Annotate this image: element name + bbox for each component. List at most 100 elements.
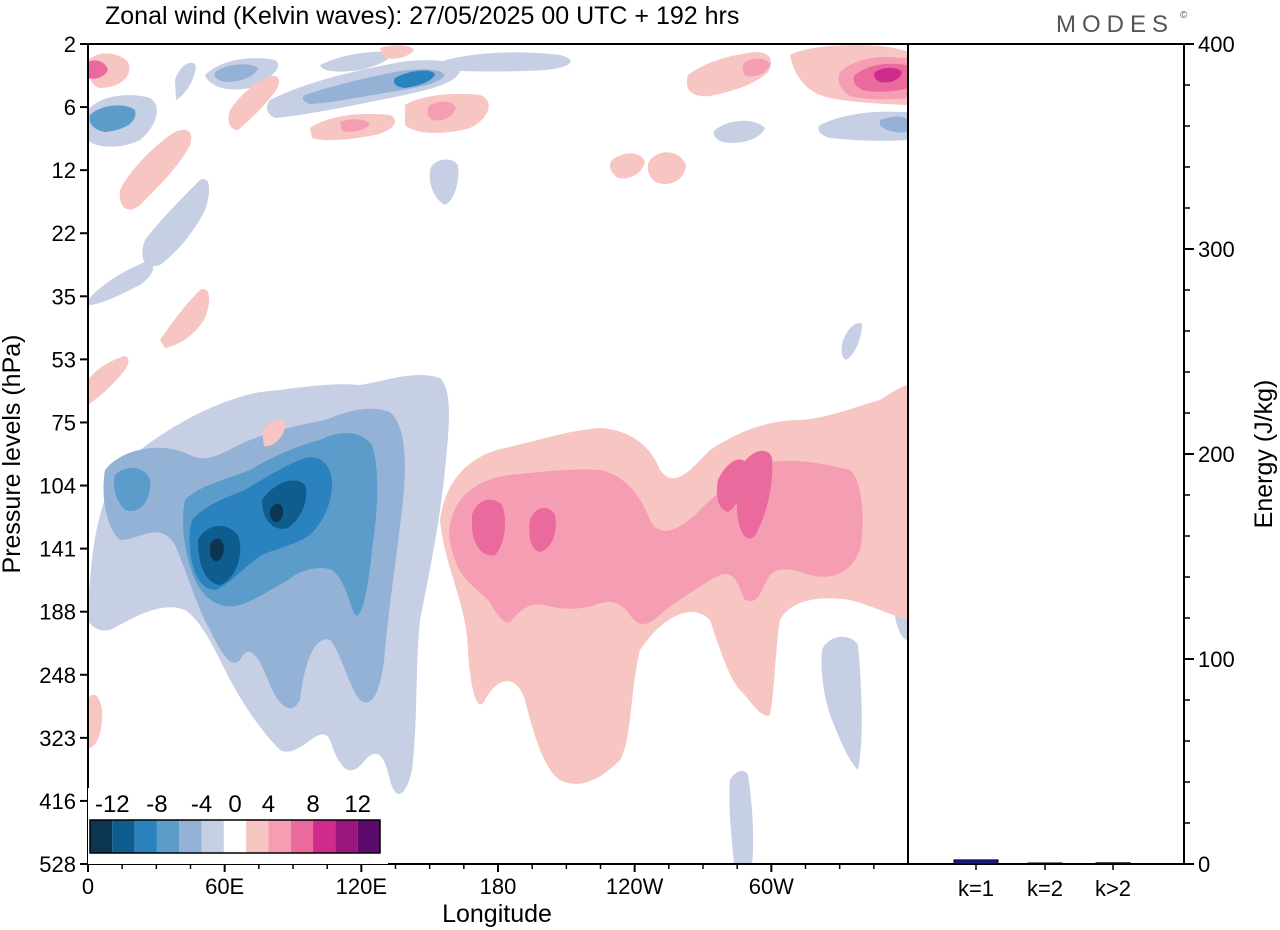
contour-pos-4-upper4 <box>742 58 770 77</box>
colorbar: -12 -8 -4 0 4 8 12 <box>88 788 388 864</box>
contour-neg-4-streak1 <box>142 179 210 267</box>
energy-category-label: k=1 <box>958 876 994 901</box>
energy-tick-label: 200 <box>1198 442 1235 467</box>
energy-bar <box>1027 862 1063 865</box>
colorbar-swatch <box>246 820 269 853</box>
y-tick-label: 2 <box>64 32 76 57</box>
energy-category-label: k=2 <box>1027 876 1063 901</box>
chart-title: Zonal wind (Kelvin waves): 27/05/2025 00… <box>105 2 739 30</box>
colorbar-label: -12 <box>95 791 130 818</box>
brand-logo: MODES <box>1056 11 1174 38</box>
colorbar-swatch <box>290 820 314 853</box>
colorbar-swatch <box>268 820 291 853</box>
colorbar-swatch <box>156 820 180 853</box>
colorbar-label: 12 <box>344 791 371 818</box>
energy-bar-labels: k=1 k=2 k>2 <box>958 864 1131 901</box>
colorbar-swatch <box>112 820 135 853</box>
energy-tick-label: 400 <box>1198 32 1235 57</box>
contour-neg-4-upper4 <box>320 51 391 72</box>
y-tick-label: 188 <box>39 600 76 625</box>
energy-plot-frame <box>907 43 1185 865</box>
contour-pos-6-d <box>736 450 773 539</box>
x-axis-label: Longitude <box>442 900 552 928</box>
x-tick-label: 180 <box>480 874 517 899</box>
colorbar-label: 4 <box>262 791 275 818</box>
contour-neg-4-streak2 <box>88 262 154 305</box>
y-tick-label: 104 <box>39 474 76 499</box>
contour-neg-14-main <box>210 503 284 562</box>
y-tick-label: 22 <box>52 221 76 246</box>
energy-tick-label: 300 <box>1198 237 1235 262</box>
energy-tick-label: 0 <box>1198 852 1210 877</box>
contour-pos-4-upper2 <box>340 119 370 132</box>
contour-neg-4-streak4 <box>175 62 196 100</box>
energy-axis: 0 100 200 300 400 <box>1184 32 1235 877</box>
y-tick-label: 323 <box>39 726 76 751</box>
contour-pos-6-upper1 <box>88 60 108 79</box>
y-tick-label: 6 <box>64 95 76 120</box>
contour-pos-2-streak3 <box>160 289 210 348</box>
x-tick-label: 60E <box>205 874 244 899</box>
colorbar-labels: -12 -8 -4 0 4 8 12 <box>95 791 371 818</box>
colorbar-swatch <box>179 820 202 853</box>
x-tick-label: 60W <box>749 874 794 899</box>
y-tick-label: 416 <box>39 789 76 814</box>
contour-neg-4-upper5 <box>440 52 571 72</box>
energy-bars <box>953 859 1131 865</box>
energy-tick-label: 100 <box>1198 647 1235 672</box>
contour-neg-6-right1 <box>880 116 908 133</box>
contour-neg-8-upper1 <box>89 105 136 132</box>
contour-neg-4-right4 <box>821 636 862 770</box>
y-tick-label: 75 <box>52 410 76 435</box>
contour-pos-6-b <box>529 508 556 552</box>
colorbar-frame <box>89 819 381 854</box>
colorbar-label: -8 <box>146 791 167 818</box>
y-tick-label: 12 <box>52 158 76 183</box>
contour-pos-2-streak7 <box>262 419 286 447</box>
contour-pos-2-streak1 <box>119 129 192 210</box>
colorbar-label: 8 <box>306 791 319 818</box>
contour-pos-2-streak4 <box>88 356 129 405</box>
contour-pos-2-streak5 <box>610 153 645 179</box>
y-tick-label: 35 <box>52 284 76 309</box>
contour-neg-4-right2 <box>713 120 765 143</box>
colorbar-swatch <box>223 820 247 853</box>
contour-neg-4-right3 <box>841 323 862 360</box>
colorbar-label: 0 <box>228 791 241 818</box>
x-tick-label: 0 <box>82 874 94 899</box>
x-tick-label: 120E <box>336 874 387 899</box>
brand-mark: © <box>1180 10 1188 21</box>
colorbar-swatch <box>201 820 224 853</box>
x-axis: 0 60E 120E 180 120W 60W <box>82 864 875 899</box>
contour-neg-4-streak3 <box>429 159 459 205</box>
colorbar-swatch <box>90 820 113 853</box>
contour-pos-2-streak8 <box>88 694 103 748</box>
colorbar-swatch <box>335 820 358 853</box>
colorbar-swatch <box>313 820 336 853</box>
energy-bar <box>1095 862 1131 865</box>
y-axis-label: Pressure levels (hPa) <box>0 335 26 574</box>
colorbar-swatch <box>134 820 157 853</box>
contour-pos-2-streak2 <box>228 75 280 130</box>
contour-neg-6-upper2 <box>214 64 258 82</box>
contour-pos-4-upper3 <box>427 101 456 121</box>
y-tick-label: 528 <box>39 852 76 877</box>
energy-bar <box>953 859 999 865</box>
colorbar-label: -4 <box>191 791 212 818</box>
energy-axis-label: Energy (J/kg) <box>1250 380 1278 529</box>
x-tick-label: 120W <box>606 874 664 899</box>
contour-neg-10-upper3 <box>394 70 435 88</box>
energy-category-label: k>2 <box>1095 876 1131 901</box>
colorbar-swatch <box>357 820 380 853</box>
contour-pos-6-a <box>472 499 506 556</box>
contour-field <box>88 45 908 864</box>
y-tick-label: 53 <box>52 347 76 372</box>
contour-neg-4-right5 <box>729 770 754 864</box>
colorbar-swatches <box>89 819 381 854</box>
contour-pos-2-streak6 <box>647 152 686 185</box>
contour-pos-8-upper5 <box>874 67 902 83</box>
y-tick-label: 141 <box>39 537 76 562</box>
y-tick-label: 248 <box>39 663 76 688</box>
y-axis: 2 6 12 22 35 53 75 104 141 188 248 323 416 528 <box>39 32 88 877</box>
